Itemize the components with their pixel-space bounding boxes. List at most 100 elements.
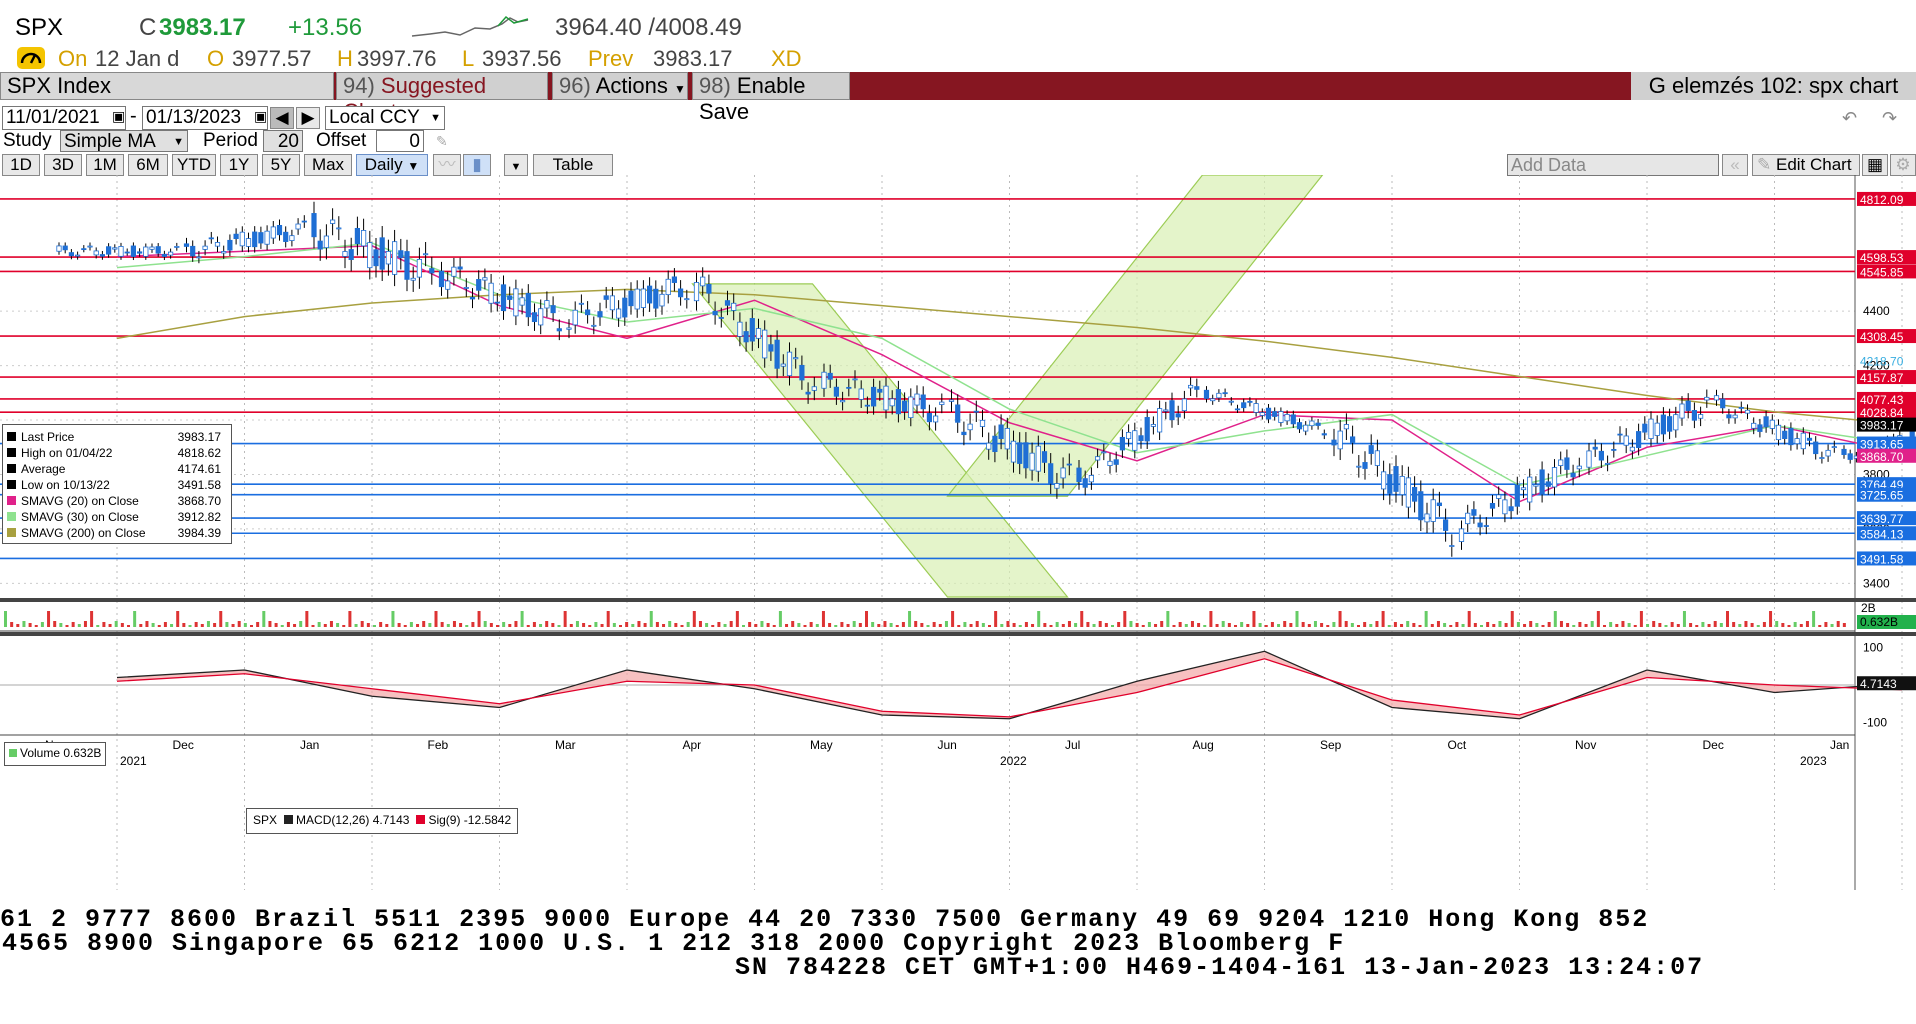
volume-bar [563,611,567,627]
candle-body [774,339,780,369]
candle-body [780,363,786,367]
gear-icon[interactable]: ⚙ [1890,154,1916,176]
level-tag-text: 4218.70 [1860,354,1904,368]
range-button-5y[interactable]: 5Y [262,154,300,176]
level-tag-bg [1857,370,1916,385]
range-button-6m[interactable]: 6M [128,154,168,176]
candle-body [1101,451,1107,454]
volume-bar [1436,621,1440,627]
range-button-max[interactable]: Max [304,154,352,176]
volume-bar [1357,625,1360,627]
security-field[interactable]: SPX Index [0,72,334,100]
volume-bar [889,623,893,627]
range-button-1m[interactable]: 1M [86,154,124,176]
volume-bar [336,623,340,627]
scroll-right-button[interactable]: ▶ [296,107,320,129]
study-select[interactable]: Simple MA ▼ [60,130,188,152]
level-tag-text: 3868.70 [1860,450,1904,464]
range-button-3d[interactable]: 3D [44,154,82,176]
candle-body [295,223,301,230]
candle-body [1483,525,1489,527]
volume-bar [1283,621,1287,627]
volume-bar [1529,621,1533,627]
volume-bar [1031,624,1035,627]
line-chart-icon[interactable]: 〰 [433,154,461,176]
redo-icon[interactable]: ↷ [1882,108,1898,128]
chart-type-dropdown[interactable]: ▼ [504,154,528,176]
period-input[interactable]: 20 [263,130,303,152]
suggested-charts-button[interactable]: 94) Suggested Charts [336,72,548,124]
calendar-icon[interactable]: ▣ [254,108,268,124]
collapse-icon[interactable]: « [1722,154,1748,176]
volume-bar [791,621,795,627]
candle-body [1017,442,1023,464]
legend-value: 3912.82 [177,510,221,524]
volume-bar [582,623,586,627]
range-button-1d[interactable]: 1D [2,154,40,176]
pencil-icon[interactable]: ✎ [436,133,448,149]
volume-bar [434,611,438,627]
month-label: May [810,738,833,752]
edit-chart-button[interactable]: ✎ Edit Chart [1752,154,1860,176]
macd-line [116,650,1903,720]
scroll-left-button[interactable]: ◀ [270,107,294,129]
volume-bar [1701,622,1705,627]
candle-chart-icon[interactable]: ▮ [463,154,491,176]
volume-bar [1252,611,1256,627]
volume-bar [213,623,217,627]
date-to-field[interactable]: 01/13/2023 [142,106,268,130]
date-from-field[interactable]: 11/01/2021 [2,106,126,130]
volume-bar [1197,623,1201,627]
candle-body [1713,395,1720,401]
candle-body [684,298,690,301]
candle-body [538,308,544,326]
enable-save-button[interactable]: 98) Enable Save [692,72,850,124]
volume-bar [496,625,499,627]
candle-body [1436,502,1442,507]
level-tag: 4077.43 [1857,391,1916,407]
xd-flag: XD [771,46,802,71]
candle-body [1545,481,1551,487]
volume-bar [268,621,272,627]
volume-bar [895,625,899,627]
volume-pane: 2B0.632B [0,598,1916,632]
offset-input[interactable]: 0 [376,130,424,152]
volume-bar [1289,623,1293,627]
candle-body [1623,435,1629,446]
actions-menu[interactable]: 96) Actions ▼ [552,72,688,100]
volume-bar [914,621,918,627]
add-data-input[interactable]: Add Data [1507,154,1719,176]
volume-bar [397,623,401,627]
candle-body [846,386,852,389]
volume-bar [1670,622,1674,627]
volume-bar [846,624,850,627]
volume-bar [1510,611,1514,627]
undo-icon[interactable]: ↶ [1842,108,1858,128]
volume-bar [1006,621,1010,627]
volume-bar [711,625,715,627]
candle-body [1691,410,1697,421]
range-button-ytd[interactable]: YTD [172,154,216,176]
volume-bar [981,623,985,627]
caret-down-icon: ▼ [173,136,184,148]
candle-body [56,245,62,252]
volume-bar [1762,622,1766,627]
calendar-icon[interactable]: ▣ [112,108,126,124]
currency-select[interactable]: Local CCY ▼ [325,106,445,130]
volume-label: Volume 0.632B [20,746,102,760]
volume-bar [342,625,346,627]
legend-value: 3868.70 [177,494,221,508]
range-button-1y[interactable]: 1Y [220,154,258,176]
chart-settings-icon[interactable]: ▦ [1862,154,1888,176]
volume-bar [65,625,69,627]
volume-bar [662,624,666,627]
price-chart[interactable]: 340036003800400042004400 4812.094598.534… [0,175,1916,905]
volume-bar [1406,621,1410,627]
table-button[interactable]: Table [533,154,613,176]
interval-select[interactable]: Daily ▼ [356,154,428,176]
volume-bar [379,622,383,627]
volume-axis-tick: 2B [1861,601,1876,615]
date-from: 11/01/2021 [6,107,100,128]
candle-body [647,285,653,304]
legend-label: Last Price [21,430,75,444]
